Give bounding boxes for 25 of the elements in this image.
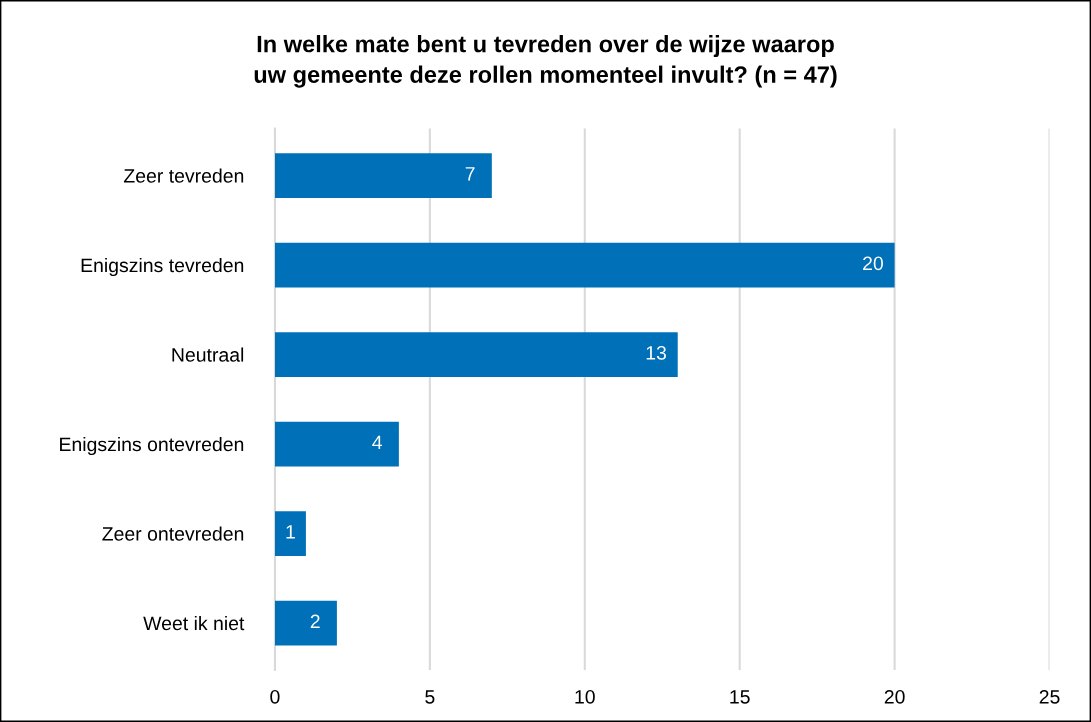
bar: [274, 153, 492, 198]
data-label: 13: [646, 345, 666, 360]
bar: [274, 511, 306, 556]
x-tick-label: 10: [575, 689, 595, 704]
chart-title: In welke mate bent u tevreden over de wijze waarop uw gemeente deze rollen momenteel invult? (n = 47): [254, 35, 837, 88]
data-label: 7: [465, 167, 475, 181]
data-label: 2: [310, 614, 320, 629]
data-label: 4: [372, 435, 383, 450]
y-tick-label: Enigszins ontevreden: [60, 436, 244, 456]
data-label: 20: [863, 256, 883, 271]
y-tick-label: Zeer tevreden: [123, 168, 244, 183]
bar: [274, 242, 895, 288]
y-tick-label: Weet ik niet: [143, 615, 245, 631]
y-tick-label: Zeer ontevreden: [102, 526, 244, 541]
bar: [274, 332, 678, 377]
data-label: 1: [286, 525, 295, 539]
x-tick-label: 5: [425, 690, 435, 704]
x-tick-label: 20: [884, 689, 905, 704]
y-tick-label: Neutraal: [172, 347, 244, 362]
bar: [274, 600, 337, 646]
x-tick-label: 25: [1039, 689, 1060, 704]
x-tick-label: 0: [270, 689, 280, 704]
x-tick-label: 15: [730, 690, 750, 704]
y-tick-label: Enigszins tevreden: [81, 257, 244, 277]
bar: [274, 421, 399, 467]
